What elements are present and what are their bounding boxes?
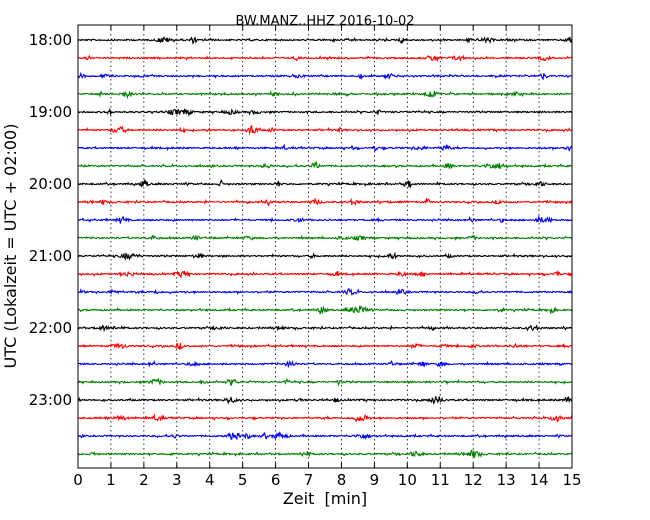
- x-tick-label-9: 9: [370, 471, 380, 489]
- trace-20:15: [77, 197, 573, 206]
- trace-23:30: [77, 431, 573, 441]
- y-axis-label: UTC (Lokalzeit = UTC + 02:00): [1, 124, 20, 369]
- trace-18:00: [77, 36, 573, 45]
- trace-23:00: [77, 396, 573, 405]
- trace-18:15: [77, 54, 573, 63]
- trace-22:45: [77, 377, 573, 387]
- y-tick-label-20:00: 20:00: [29, 175, 72, 193]
- trace-21:45: [77, 304, 573, 316]
- trace-22:15: [77, 342, 573, 350]
- trace-19:00: [77, 107, 573, 118]
- x-tick-label-3: 3: [172, 471, 182, 489]
- x-tick-label-0: 0: [73, 471, 83, 489]
- y-tick-label-23:00: 23:00: [29, 391, 72, 409]
- trace-19:45: [77, 160, 573, 170]
- trace-19:30: [77, 143, 573, 153]
- x-axis-ticks: 0 1 2 3 4 5 6 7 8 9 10 11 12 13 14 15: [73, 25, 582, 489]
- trace-19:15: [77, 124, 573, 136]
- trace-18:45: [77, 90, 573, 100]
- trace-20:00: [77, 178, 573, 189]
- x-tick-label-10: 10: [398, 471, 417, 489]
- x-tick-label-1: 1: [106, 471, 116, 489]
- chart-title: BW.MANZ..HHZ 2016-10-02: [235, 14, 414, 29]
- y-axis-ticks: 18:00 19:00 20:00 21:00 22:00 23:00: [29, 31, 572, 409]
- x-tick-label-5: 5: [238, 471, 248, 489]
- y-tick-label-18:00: 18:00: [29, 31, 72, 49]
- y-tick-label-21:00: 21:00: [29, 247, 72, 265]
- y-tick-label-19:00: 19:00: [29, 103, 72, 121]
- trace-20:30: [77, 214, 572, 224]
- y-tick-label-22:00: 22:00: [29, 319, 72, 337]
- x-tick-label-14: 14: [530, 471, 549, 489]
- x-tick-label-11: 11: [431, 471, 450, 489]
- x-tick-label-13: 13: [497, 471, 516, 489]
- x-tick-label-12: 12: [464, 471, 483, 489]
- x-tick-label-7: 7: [304, 471, 314, 489]
- trace-21:30: [77, 287, 573, 296]
- trace-21:15: [77, 269, 573, 278]
- x-tick-label-6: 6: [271, 471, 281, 489]
- traces: [77, 36, 573, 459]
- x-tick-label-8: 8: [337, 471, 347, 489]
- trace-20:45: [77, 234, 573, 241]
- trace-23:15: [77, 413, 573, 423]
- trace-21:00: [77, 251, 573, 261]
- grid-lines: [110, 25, 540, 468]
- trace-22:00: [77, 324, 573, 333]
- trace-22:30: [77, 359, 573, 369]
- trace-23:45: [77, 449, 573, 459]
- plot-frame: [77, 24, 573, 469]
- x-tick-label-2: 2: [139, 471, 149, 489]
- x-tick-label-4: 4: [205, 471, 215, 489]
- x-axis-label: Zeit [min]: [283, 489, 367, 508]
- trace-18:30: [77, 71, 573, 81]
- x-tick-label-15: 15: [562, 471, 581, 489]
